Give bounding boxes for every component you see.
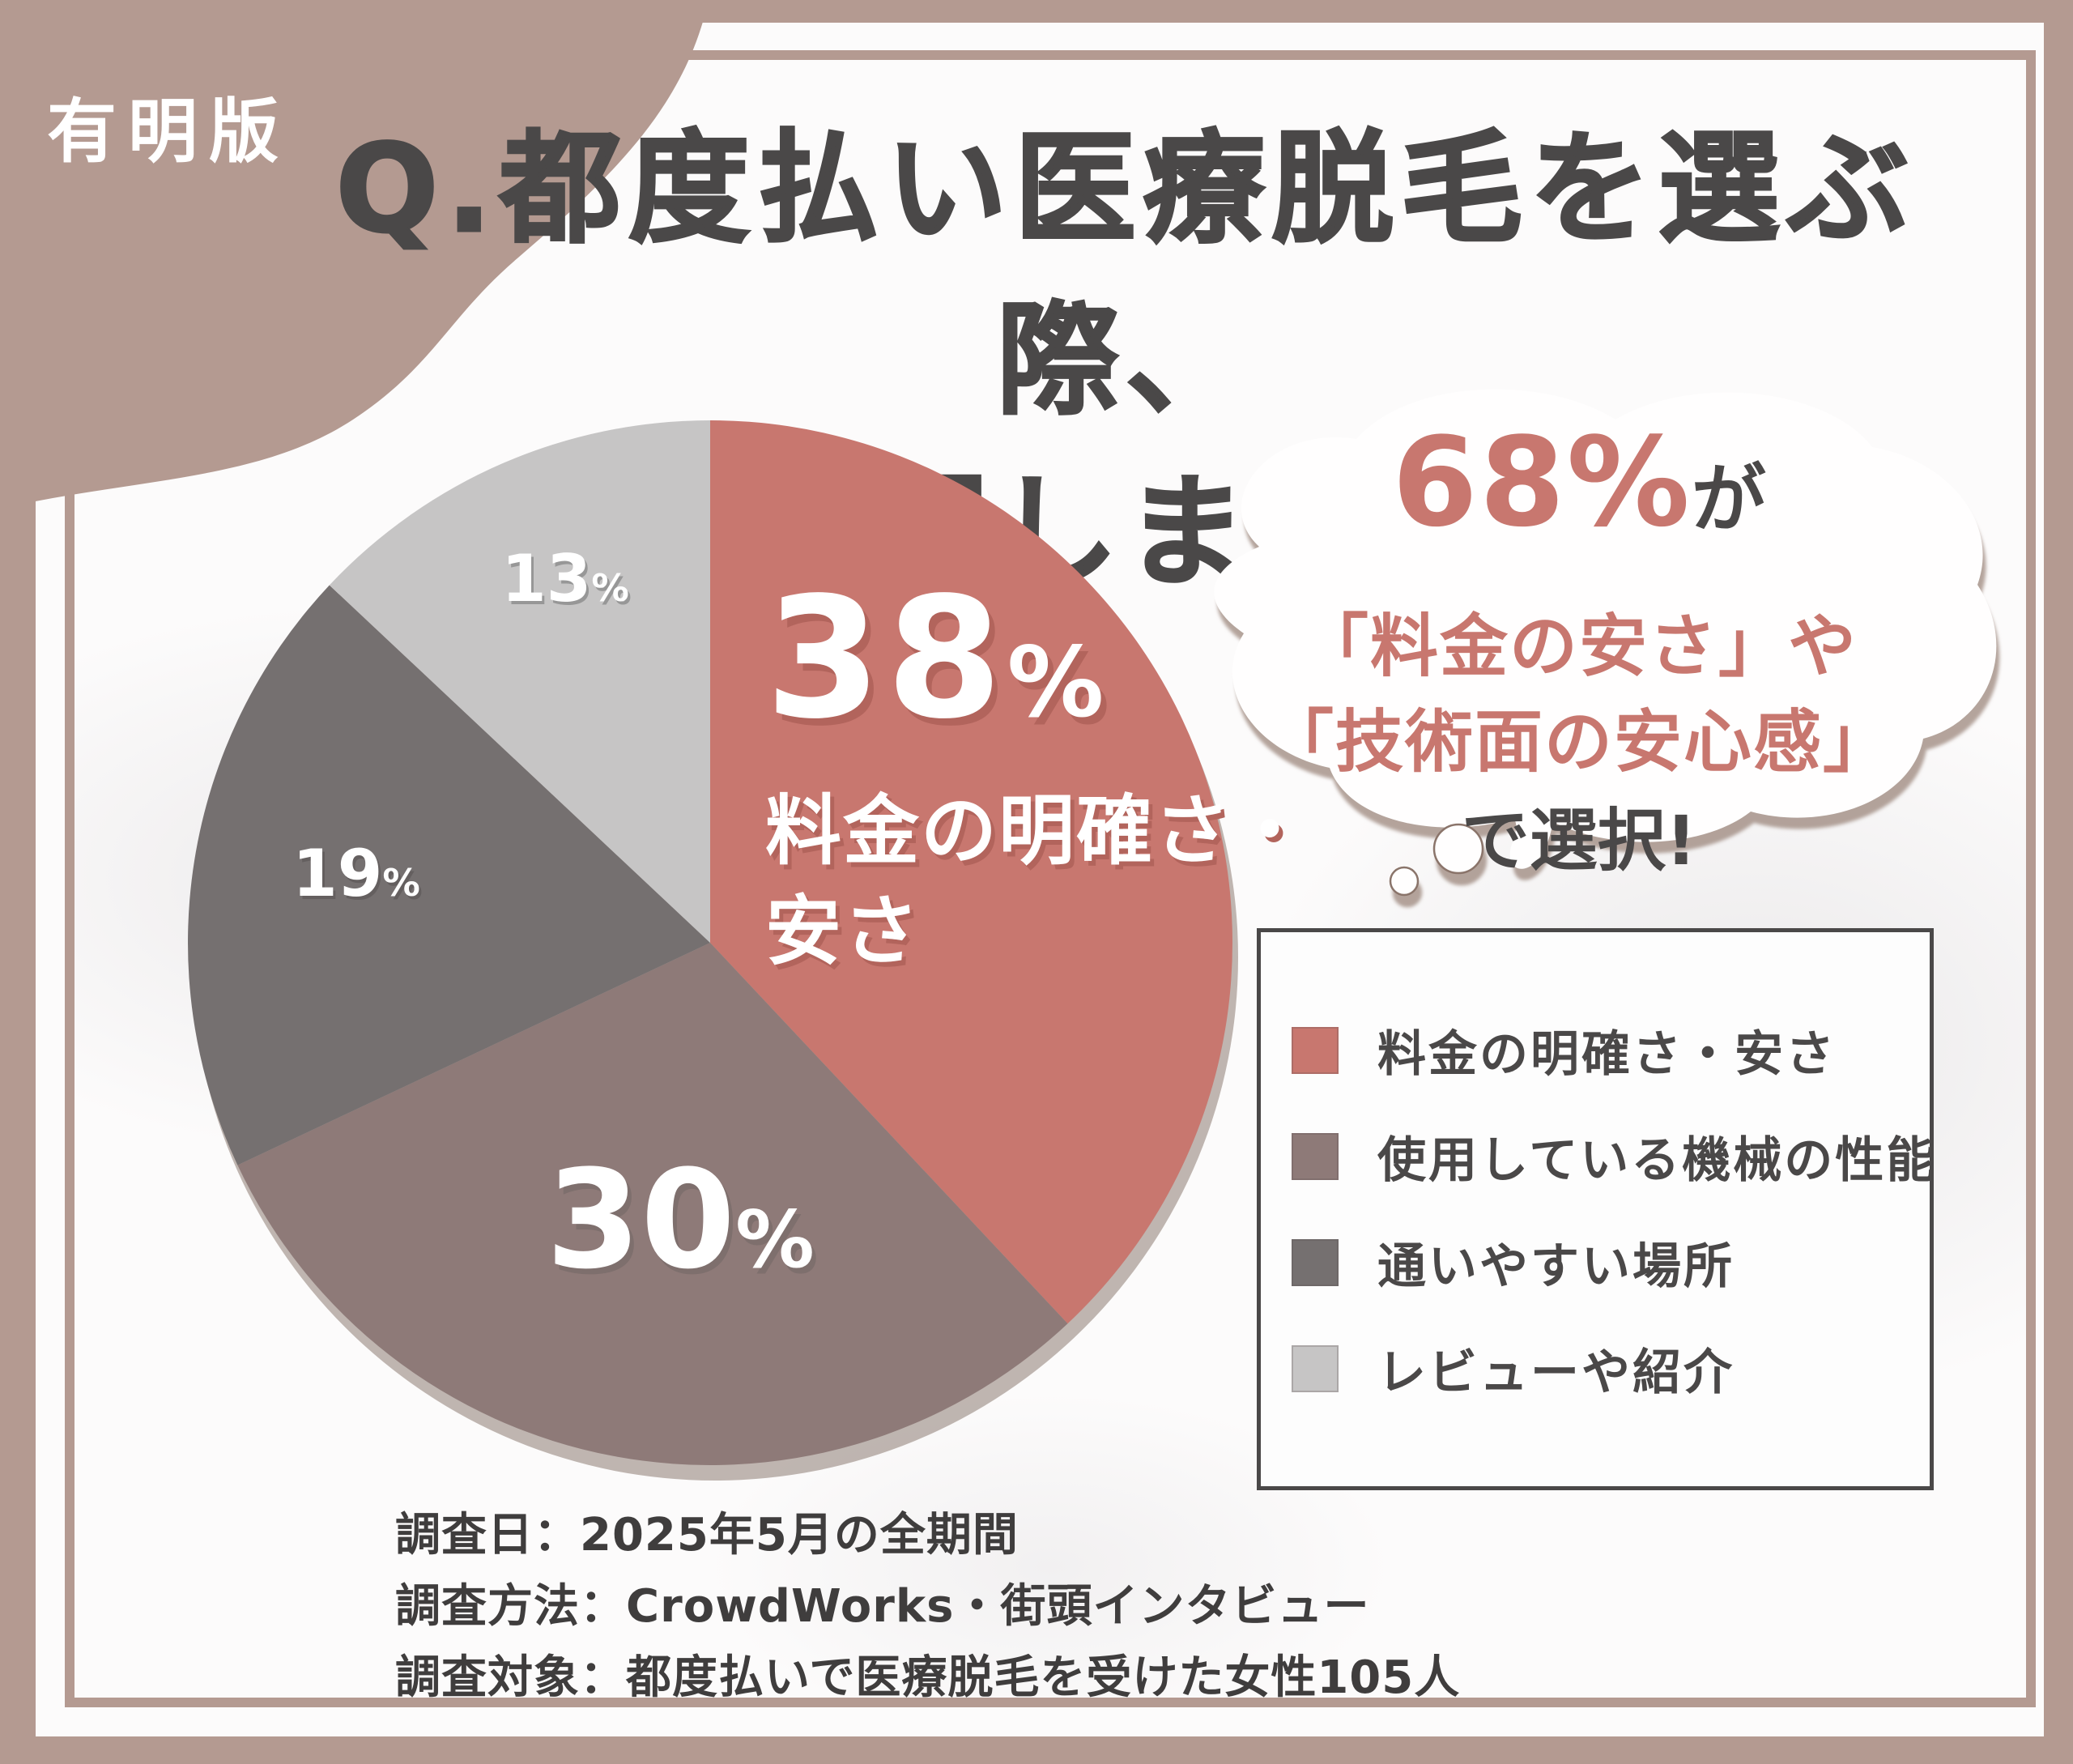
corner-blob [0,0,709,509]
legend-swatch [1292,1344,1339,1392]
survey-subjects: 調査対象：都度払いで医療脱毛を受けた女性105人 [395,1651,1461,1704]
pie-label-19: 19% [292,836,420,911]
legend-label: 通いやすい場所 [1377,1238,1735,1295]
thought-bubble-text: 68%が 「料金の安さ」や 「技術面の安心感」 で選択! [1190,418,1968,888]
pie-slices [188,420,1232,1465]
legend-item: 料金の明確さ・安さ [1292,1015,1930,1085]
bubble-stat: 68% [1392,411,1692,554]
pie-slice-1 [237,943,1068,1465]
pie-label-30: 30% [546,1140,815,1299]
pie-label-38-category: 料金の明確さ・ 安さ [765,787,1310,976]
legend-swatch [1292,1026,1339,1074]
thought-bubble [1214,389,1997,897]
thought-bubble-dot-small [1389,866,1420,897]
bubble-line-4: で選択! [1461,801,1697,880]
pie-slice-3 [329,420,710,943]
edition-badge: 有明版 [47,92,290,173]
legend-label: レビューや紹介 [1377,1344,1735,1401]
pie-slice-2 [188,585,710,1165]
legend-label: 使用している機械の性能 [1377,1132,1938,1189]
title-line-1: Q.都度払い医療脱毛を選ぶ際、 [334,118,1916,433]
thought-bubble-body [1214,389,1997,869]
legend-item: 通いやすい場所 [1292,1227,1930,1297]
bubble-stat-suffix: が [1691,456,1766,543]
pie-label-13: 13% [501,541,629,616]
pie-label-38: 38% 料金の明確さ・ 安さ [765,572,1309,982]
pie-label-38-value: 38% [765,561,1109,756]
survey-date: 調査日：2025年5月の全期間 [395,1509,1019,1562]
survey-notes: 調査日：2025年5月の全期間 調査方法：CrowdWorks・街頭インタビュー… [395,1500,1460,1714]
legend-label: 料金の明確さ・安さ [1377,1026,1837,1083]
bubble-stat-line: 68%が [1190,418,1968,586]
legend-swatch [1292,1132,1339,1180]
bubble-line-2: 「料金の安さ」や [1300,607,1858,686]
survey-method: 調査方法：CrowdWorks・街頭インタビュー [395,1580,1370,1633]
legend-item: レビューや紹介 [1292,1333,1930,1404]
pie-chart [188,420,1238,1481]
legend-item: 使用している機械の性能 [1292,1121,1935,1191]
bubble-line-3: 「技術面の安心感」 [1265,702,1892,782]
legend-swatch [1292,1238,1339,1286]
pie-slice-0 [710,420,1232,1324]
legend: 料金の明確さ・安さ使用している機械の性能 通いやすい場所 レビューや紹介 [1257,928,1935,1490]
thought-bubble-dot-large [1432,823,1484,875]
